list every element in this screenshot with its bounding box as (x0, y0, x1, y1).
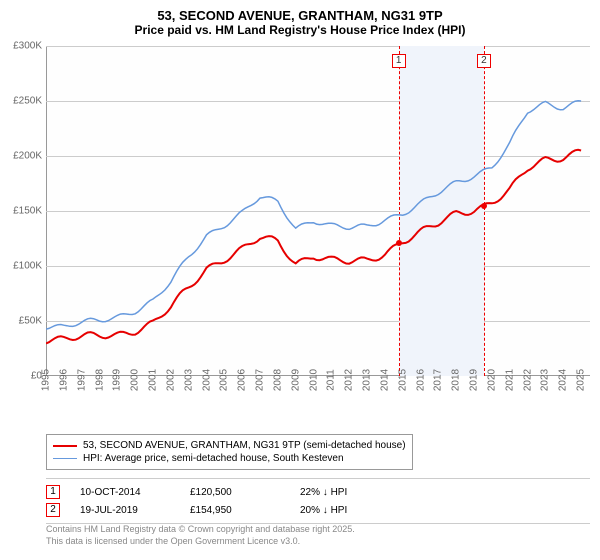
x-axis: 1995199619971998199920002001200220032004… (46, 376, 590, 436)
sales-date: 19-JUL-2019 (80, 505, 170, 516)
attribution-line1: Contains HM Land Registry data © Crown c… (46, 524, 590, 536)
sales-date: 10-OCT-2014 (80, 487, 170, 498)
legend: 53, SECOND AVENUE, GRANTHAM, NG31 9TP (s… (46, 434, 590, 470)
sales-badge: 1 (46, 485, 60, 499)
title-address: 53, SECOND AVENUE, GRANTHAM, NG31 9TP (0, 8, 600, 23)
sales-diff: 20% ↓ HPI (300, 505, 400, 516)
y-tick-label: £150K (13, 206, 42, 217)
attribution: Contains HM Land Registry data © Crown c… (46, 524, 590, 547)
y-tick-label: £300K (13, 41, 42, 52)
chart-lines (46, 46, 590, 376)
y-tick-label: £100K (13, 261, 42, 272)
legend-swatch (53, 445, 77, 447)
sales-badge: 2 (46, 503, 60, 517)
legend-label: 53, SECOND AVENUE, GRANTHAM, NG31 9TP (s… (83, 440, 406, 451)
legend-row: 53, SECOND AVENUE, GRANTHAM, NG31 9TP (s… (53, 439, 406, 452)
legend-label: HPI: Average price, semi-detached house,… (83, 453, 344, 464)
sales-row: 2 19-JUL-2019 £154,950 20% ↓ HPI (46, 501, 590, 519)
y-axis: £0£50K£100K£150K£200K£250K£300K (0, 46, 46, 376)
title-subtitle: Price paid vs. HM Land Registry's House … (0, 23, 600, 37)
series-hpi (46, 101, 581, 329)
chart-container: 53, SECOND AVENUE, GRANTHAM, NG31 9TP Pr… (0, 0, 600, 560)
legend-swatch (53, 458, 77, 460)
y-tick-label: £50K (19, 316, 42, 327)
sales-price: £154,950 (190, 505, 280, 516)
sales-diff: 22% ↓ HPI (300, 487, 400, 498)
sale-point-marker (396, 240, 402, 246)
sales-row: 1 10-OCT-2014 £120,500 22% ↓ HPI (46, 483, 590, 501)
title-block: 53, SECOND AVENUE, GRANTHAM, NG31 9TP Pr… (0, 0, 600, 41)
sales-price: £120,500 (190, 487, 280, 498)
sales-table: 1 10-OCT-2014 £120,500 22% ↓ HPI 2 19-JUL-201… (46, 478, 590, 524)
attribution-line2: This data is licensed under the Open Gov… (46, 536, 590, 548)
chart-area: 12 (46, 46, 590, 376)
y-tick-label: £250K (13, 96, 42, 107)
legend-box: 53, SECOND AVENUE, GRANTHAM, NG31 9TP (s… (46, 434, 413, 470)
legend-row: HPI: Average price, semi-detached house,… (53, 452, 406, 465)
sale-point-marker (481, 203, 487, 209)
y-tick-label: £200K (13, 151, 42, 162)
